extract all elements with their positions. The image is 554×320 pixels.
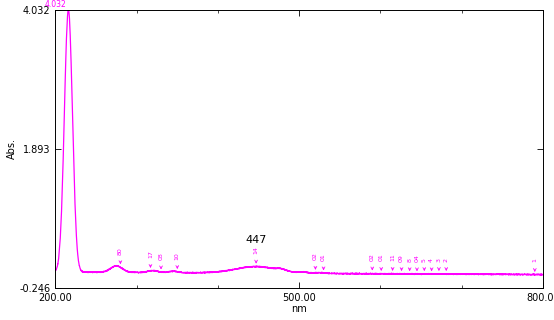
Text: 17: 17	[148, 251, 153, 259]
Y-axis label: Abs.: Abs.	[7, 138, 17, 159]
Text: 4.032: 4.032	[45, 0, 67, 9]
Text: 08: 08	[158, 252, 163, 260]
Text: 2: 2	[444, 258, 449, 261]
Text: 01: 01	[379, 254, 384, 261]
Text: 02: 02	[313, 252, 318, 260]
Text: 14: 14	[254, 246, 259, 254]
Text: 11: 11	[390, 254, 395, 261]
Text: 02: 02	[370, 253, 375, 261]
Text: 1: 1	[532, 259, 537, 262]
Text: 80: 80	[118, 247, 123, 255]
X-axis label: nm: nm	[291, 304, 307, 314]
Text: 4: 4	[429, 258, 434, 262]
Text: 8: 8	[407, 258, 412, 262]
Text: 10: 10	[175, 252, 180, 260]
Text: 3: 3	[437, 258, 442, 261]
Text: 04: 04	[414, 254, 419, 262]
Text: 447: 447	[245, 235, 267, 245]
Text: 09: 09	[399, 254, 404, 262]
Text: 01: 01	[321, 253, 326, 261]
Text: 5: 5	[422, 258, 427, 261]
